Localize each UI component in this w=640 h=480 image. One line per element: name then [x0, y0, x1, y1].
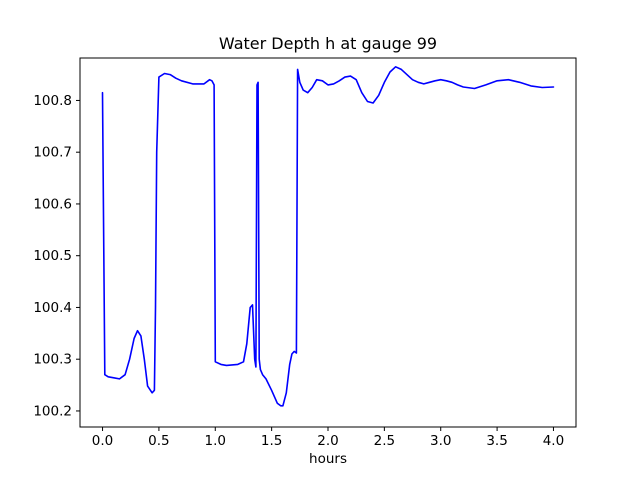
x-tick-label: 2.0 — [317, 433, 338, 449]
x-tick-label: 3.0 — [430, 433, 451, 449]
line-series — [101, 66, 555, 407]
x-tick-label: 0.0 — [92, 433, 113, 449]
y-tick-label: 100.8 — [33, 93, 72, 109]
x-tick-label: 2.5 — [374, 433, 395, 449]
axes-layer: 0.0 0.5 1.0 1.5 2.0 2.5 3.0 3.5 4.0 100.2 100.3 100… — [33, 57, 577, 449]
x-tick-label: 3.5 — [486, 433, 507, 449]
y-tick-label: 100.2 — [33, 403, 72, 419]
x-axis-label: hours — [309, 451, 347, 467]
x-tick-label: 4.0 — [543, 433, 564, 449]
chart-title: Water Depth h at gauge 99 — [219, 34, 437, 53]
y-tick-label: 100.3 — [33, 352, 72, 368]
x-tick-label: 0.5 — [148, 433, 169, 449]
y-tick-label: 100.4 — [33, 300, 72, 316]
y-tick-label: 100.7 — [33, 145, 72, 161]
y-tick-label: 100.6 — [33, 196, 72, 212]
y-tick-label: 100.5 — [33, 248, 72, 264]
series-line-h — [101, 66, 555, 407]
x-tick-label: 1.5 — [261, 433, 282, 449]
x-tick-label: 1.0 — [205, 433, 226, 449]
